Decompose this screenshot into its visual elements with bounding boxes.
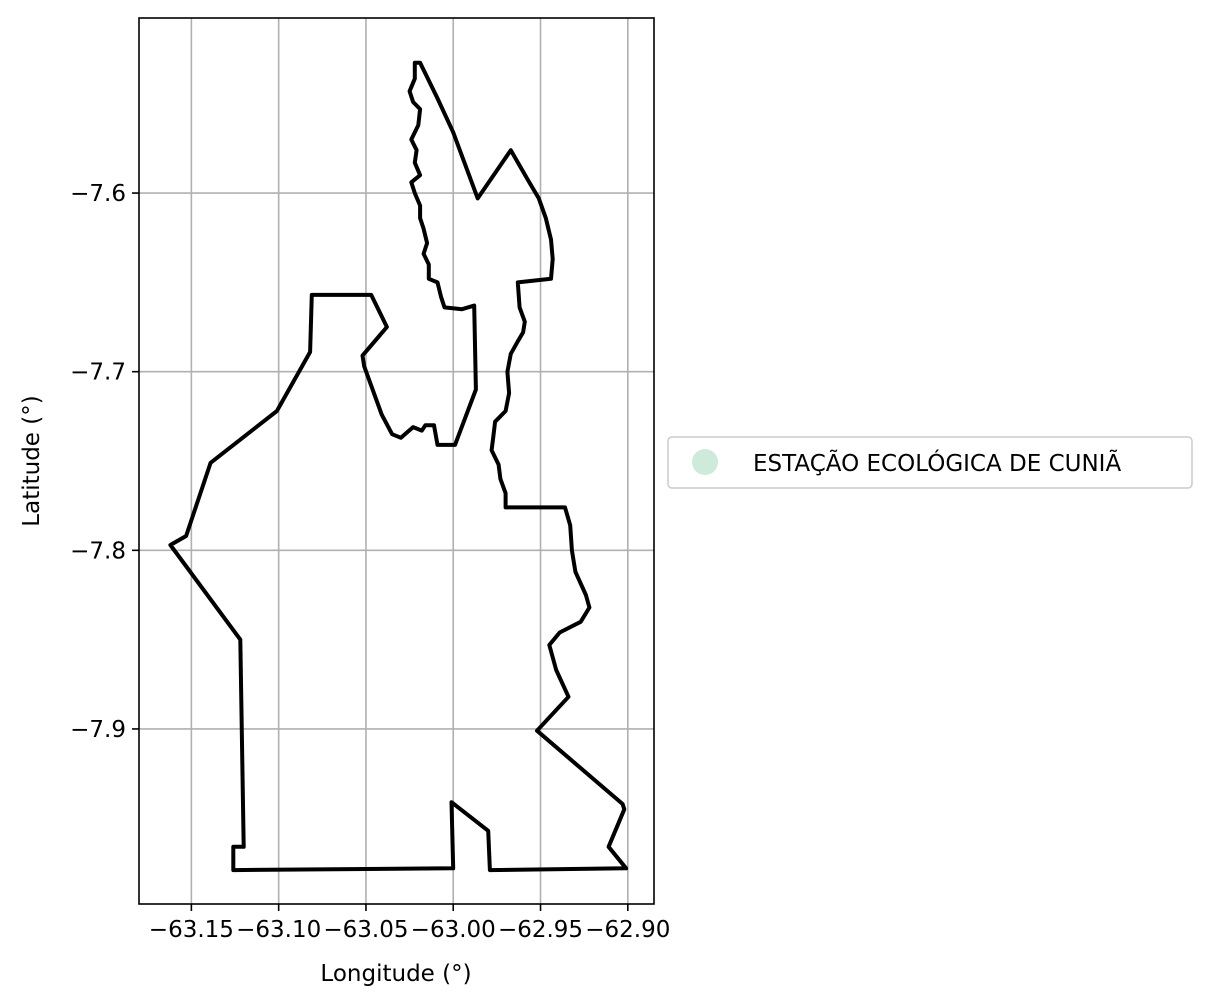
x-axis-label: Longitude (°) bbox=[320, 961, 471, 987]
x-tick-label: −62.95 bbox=[498, 917, 583, 943]
x-tick-label: −63.00 bbox=[411, 917, 496, 943]
legend-marker-icon bbox=[692, 449, 718, 475]
legend: ESTAÇÃO ECOLÓGICA DE CUNIÃ bbox=[667, 436, 1193, 489]
axes-frame bbox=[138, 17, 655, 905]
y-axis-label: Latitude (°) bbox=[19, 395, 45, 526]
x-axis-ticks: −63.15 −63.10 −63.05 −63.00 −62.95 −62.90 bbox=[149, 904, 670, 943]
x-tick-label: −63.15 bbox=[149, 917, 234, 943]
y-tick-label: −7.6 bbox=[70, 181, 126, 207]
grid-lines bbox=[139, 18, 654, 904]
x-tick-label: −62.90 bbox=[585, 917, 670, 943]
x-tick-label: −63.10 bbox=[236, 917, 321, 943]
y-tick-label: −7.8 bbox=[70, 538, 126, 564]
y-axis-ticks: −7.6 −7.7 −7.8 −7.9 bbox=[70, 181, 139, 743]
y-tick-label: −7.7 bbox=[70, 360, 126, 386]
protected-area-boundary bbox=[168, 60, 629, 873]
legend-box bbox=[667, 436, 1193, 489]
x-tick-label: −63.05 bbox=[323, 917, 408, 943]
legend-entry-label: ESTAÇÃO ECOLÓGICA DE CUNIÃ bbox=[753, 449, 1121, 477]
y-tick-label: −7.9 bbox=[70, 717, 126, 743]
